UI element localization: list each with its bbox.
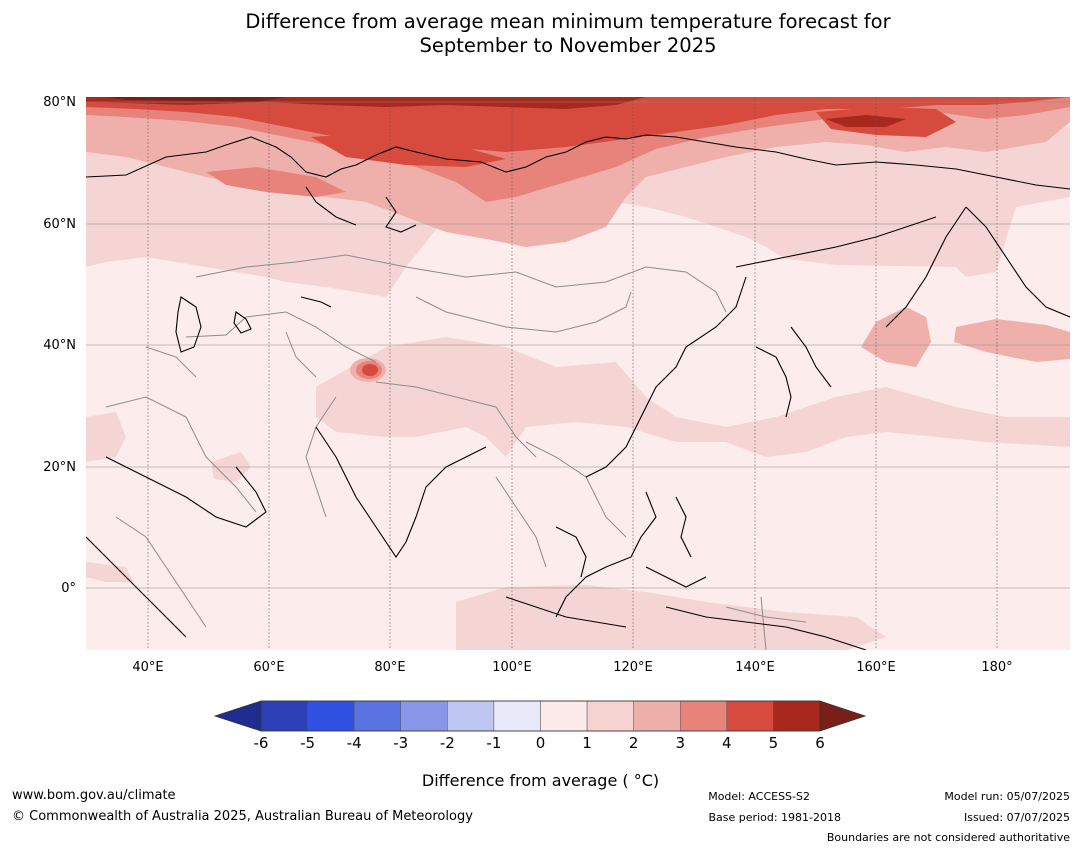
colorbar-cell	[773, 700, 821, 732]
anomaly-band-1-2	[954, 319, 1070, 362]
anomaly-band-3-4	[311, 132, 506, 167]
meridians	[147, 97, 998, 650]
model-run-text: Model run: 05/07/2025	[944, 790, 1070, 803]
colorbar-cell	[307, 700, 355, 732]
colorbar-tick-label: 3	[675, 734, 686, 752]
colorbar	[214, 700, 866, 732]
anomaly-band-0-1	[316, 337, 1070, 457]
colorbar-tick-label: 5	[768, 734, 779, 752]
anomaly-band-0-1	[86, 412, 126, 462]
colorbar-cell	[680, 700, 728, 732]
title-line-2: September to November 2025	[419, 34, 717, 57]
base-period-text: Base period: 1981-2018	[708, 811, 841, 824]
anomaly-band-3-4	[86, 97, 1070, 152]
map-title: Difference from average mean minimum tem…	[0, 10, 1081, 58]
anomaly-band-0-1	[86, 562, 134, 582]
colorbar-tick-label: 4	[722, 734, 732, 752]
lat-label-40n: 40°N	[43, 338, 76, 353]
anomaly-map	[86, 97, 1070, 650]
colorbar-cell	[447, 700, 495, 732]
disclaimer-text: Boundaries are not considered authoritat…	[826, 831, 1070, 844]
colorbar-tick-label: -5	[300, 734, 316, 752]
colorbar-extend-low	[214, 700, 262, 732]
lat-label-0: 0°	[61, 581, 76, 596]
lat-label-80n: 80°N	[43, 95, 76, 110]
colorbar-cell	[540, 700, 588, 732]
colorbar-tick-label: -6	[253, 734, 269, 752]
lon-label-120e: 120°E	[613, 660, 653, 675]
anomaly-band-5-6	[106, 97, 286, 102]
hotspot-core	[362, 364, 378, 376]
anomaly-band-1-2	[861, 307, 931, 367]
website-text: www.bom.gov.au/climate	[12, 788, 176, 803]
gridlines	[86, 101, 1070, 589]
lon-label-80e: 80°E	[374, 660, 406, 675]
copyright-text: © Commonwealth of Australia 2025, Austra…	[12, 809, 473, 824]
colorbar-tick-label: 1	[582, 734, 592, 752]
colorbar-cell	[586, 700, 634, 732]
anomaly-band-2-3	[206, 167, 346, 197]
colorbar-tick-label: -4	[346, 734, 362, 752]
issued-text: Issued: 07/07/2025	[963, 811, 1070, 824]
colorbar-label: Difference from average ( °C)	[421, 771, 660, 790]
colorbar-tick-label: -3	[393, 734, 409, 752]
lat-label-60n: 60°N	[43, 217, 76, 232]
colorbar-tick-label: -2	[439, 734, 455, 752]
colorbar-tick-label: 6	[815, 734, 825, 752]
lon-label-100e: 100°E	[492, 660, 532, 675]
lon-label-140e: 140°E	[735, 660, 775, 675]
colorbar-cell	[726, 700, 774, 732]
coastlines	[86, 134, 1070, 650]
lat-label-20n: 20°N	[43, 460, 76, 475]
colorbar-tick-label: 0	[535, 734, 546, 752]
country-borders	[105, 254, 807, 650]
colorbar-cell	[633, 700, 681, 732]
lon-label-180: 180°	[981, 660, 1013, 675]
colorbar-cell	[493, 700, 541, 732]
colorbar-cell	[260, 700, 308, 732]
colorbar-tick-label: -1	[486, 734, 502, 752]
model-text: Model: ACCESS-S2	[708, 790, 810, 803]
colorbar-cell	[400, 700, 448, 732]
title-line-1: Difference from average mean minimum tem…	[245, 10, 891, 33]
lon-label-60e: 60°E	[253, 660, 285, 675]
lon-label-40e: 40°E	[132, 660, 164, 675]
anomaly-band-4-5	[826, 115, 906, 127]
map-panel	[86, 97, 1070, 650]
colorbar-outline	[260, 700, 821, 732]
colorbar-extend-high	[819, 700, 866, 732]
colorbar-cell	[353, 700, 402, 732]
lon-label-160e: 160°E	[856, 660, 896, 675]
colorbar-tick-label: 2	[628, 734, 639, 752]
